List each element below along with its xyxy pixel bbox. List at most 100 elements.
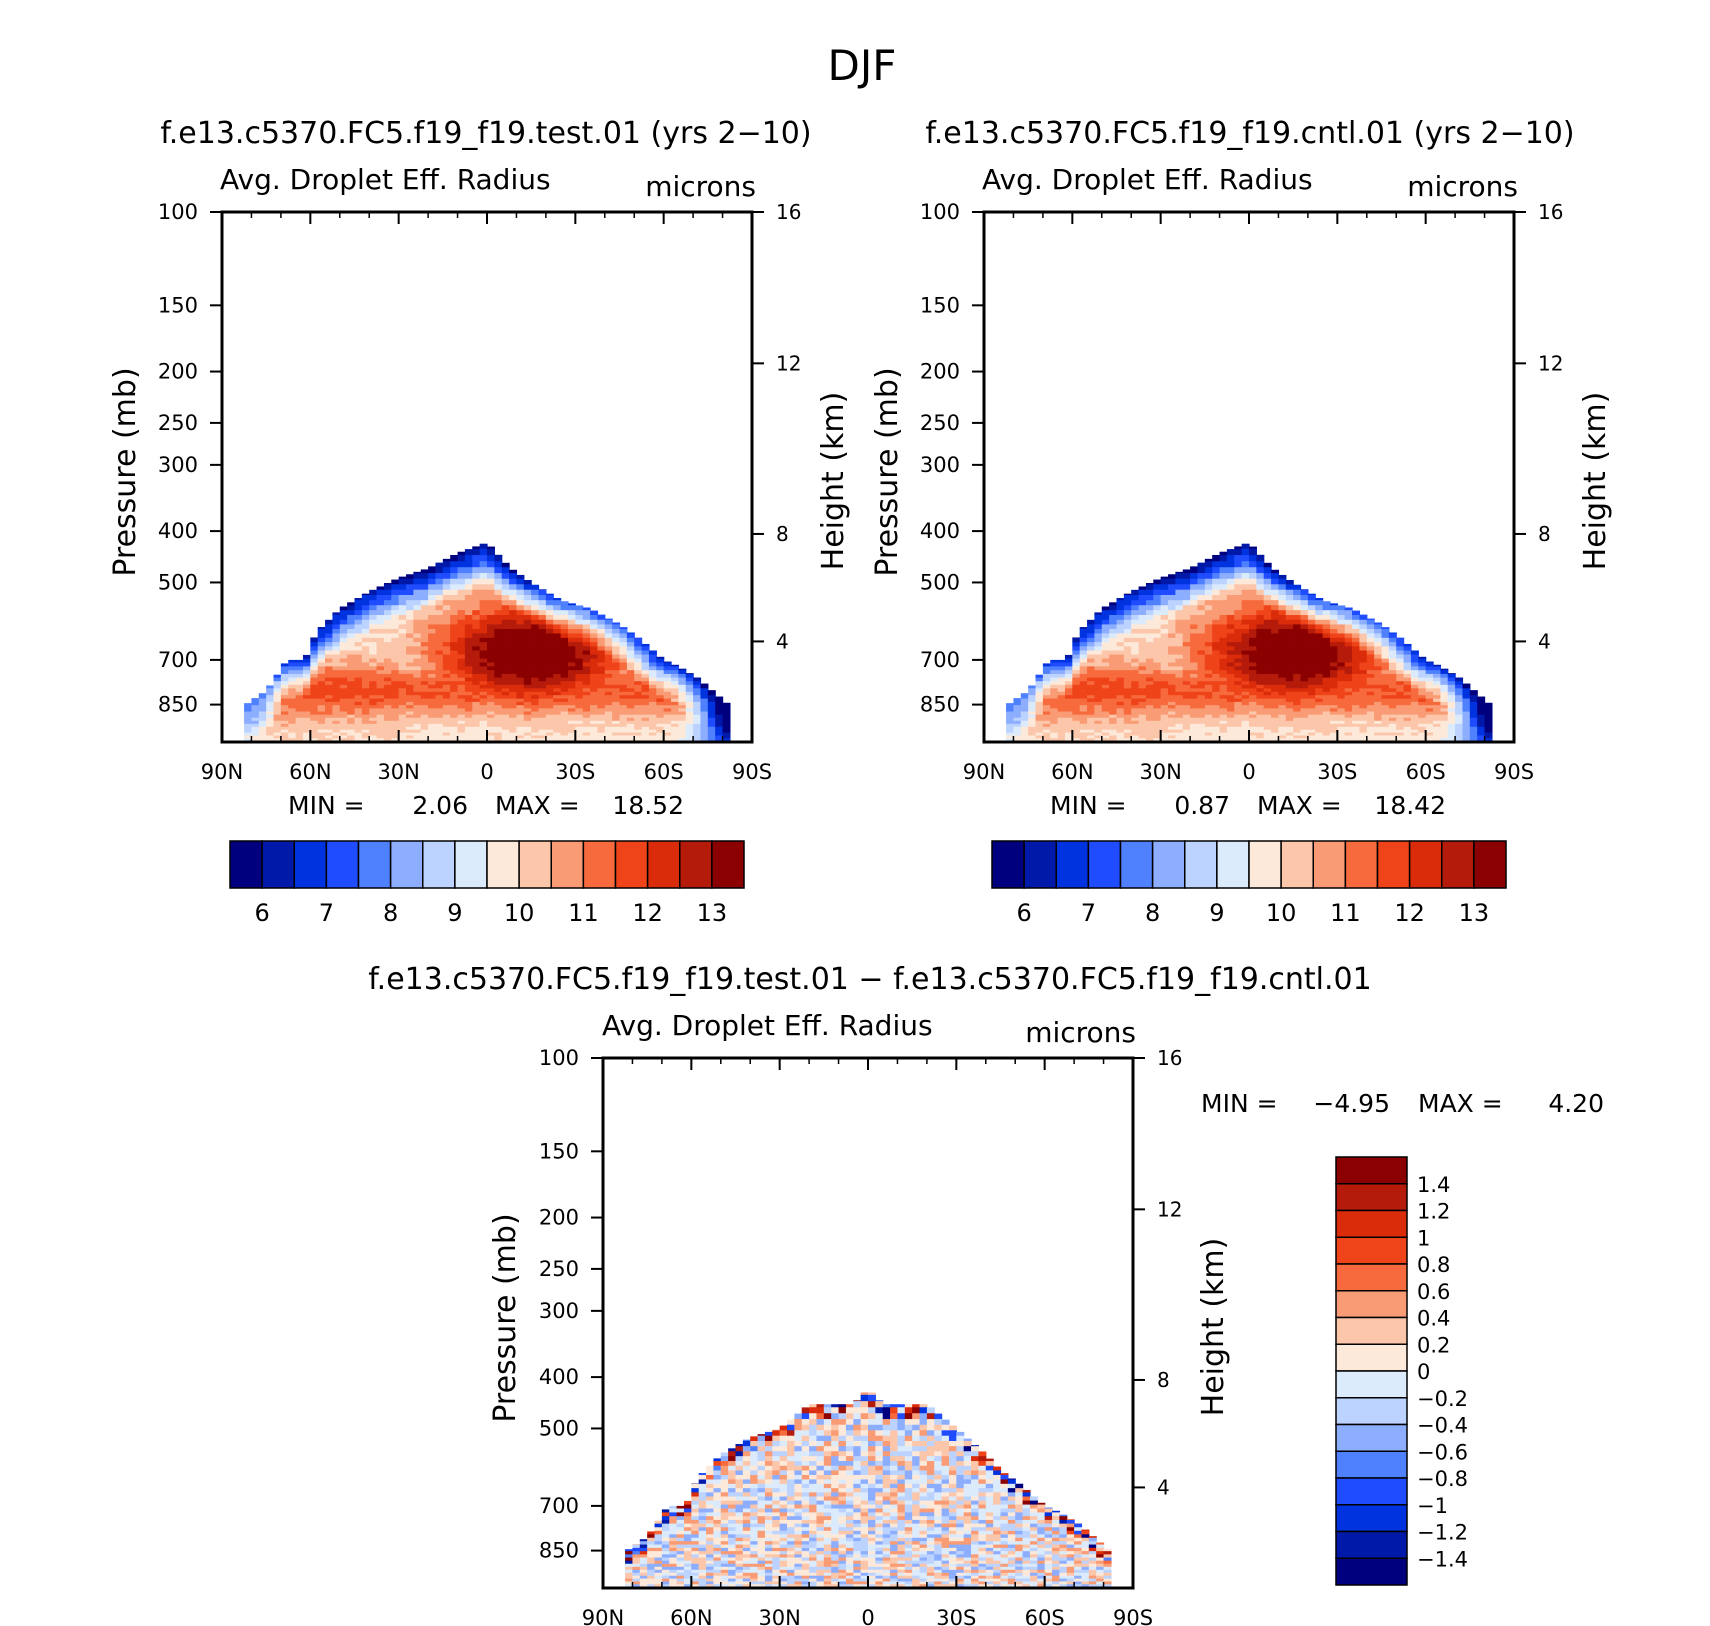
field-cell bbox=[1366, 658, 1375, 664]
y-tick-label: 500 bbox=[158, 570, 198, 594]
field-cell bbox=[1006, 705, 1015, 709]
field-cell bbox=[1315, 670, 1324, 675]
field-cell bbox=[1329, 605, 1338, 611]
field-cell bbox=[567, 705, 576, 709]
field-cell bbox=[317, 642, 326, 647]
field-cell bbox=[361, 729, 370, 734]
field-cell bbox=[590, 624, 599, 630]
field-cell bbox=[1256, 654, 1265, 660]
field-cell bbox=[545, 717, 554, 722]
field-cell bbox=[435, 666, 444, 671]
field-cell bbox=[1109, 714, 1118, 719]
field-cell bbox=[494, 637, 503, 643]
field-cell bbox=[582, 729, 591, 734]
field-cell bbox=[1322, 605, 1331, 611]
field-cell bbox=[516, 738, 525, 742]
field-cell bbox=[288, 688, 297, 693]
field-cell bbox=[428, 578, 437, 585]
field-cell bbox=[1101, 646, 1110, 652]
field-cell bbox=[1094, 714, 1103, 719]
field-cell bbox=[288, 735, 297, 739]
field-cell bbox=[1190, 619, 1199, 626]
field-cell bbox=[442, 589, 451, 596]
field-cell bbox=[1359, 711, 1368, 716]
field-cell bbox=[693, 698, 702, 703]
field-cell bbox=[516, 688, 525, 693]
field-cell bbox=[1425, 662, 1434, 667]
field-cell bbox=[1168, 646, 1176, 652]
y2-tick-label: 16 bbox=[1538, 200, 1563, 224]
field-cell bbox=[1263, 705, 1272, 709]
field-cell bbox=[280, 732, 289, 737]
field-cell bbox=[383, 738, 392, 742]
field-cell bbox=[1160, 658, 1169, 664]
field-cell bbox=[538, 594, 547, 601]
field-cell bbox=[1212, 646, 1221, 652]
field-cell bbox=[671, 717, 679, 722]
field-cell bbox=[1300, 691, 1309, 696]
field-cell bbox=[1197, 562, 1206, 568]
field-cell bbox=[472, 732, 481, 737]
field-cell bbox=[1087, 738, 1096, 742]
field-cell bbox=[1381, 681, 1390, 686]
field-cell bbox=[347, 714, 356, 719]
field-cell bbox=[1300, 600, 1309, 606]
field-cell bbox=[567, 662, 576, 667]
field-cell bbox=[1175, 578, 1184, 585]
field-cell bbox=[1315, 677, 1324, 682]
field-cell bbox=[1388, 732, 1397, 737]
field-cell bbox=[1101, 633, 1110, 639]
field-cell bbox=[383, 729, 392, 734]
field-cell bbox=[1366, 642, 1375, 647]
field-cell bbox=[1131, 720, 1140, 725]
field-cell bbox=[604, 637, 613, 643]
field-cell bbox=[376, 666, 385, 671]
field-cell bbox=[442, 642, 451, 647]
field-cell bbox=[1094, 615, 1103, 621]
field-cell bbox=[361, 593, 370, 596]
field-cell bbox=[1182, 708, 1191, 713]
field-cell bbox=[678, 735, 687, 739]
field-cell bbox=[1116, 670, 1125, 675]
field-cell bbox=[332, 673, 341, 679]
field-cell bbox=[647, 1547, 656, 1552]
field-cell bbox=[1219, 695, 1228, 700]
field-cell bbox=[280, 670, 289, 675]
field-cell bbox=[1138, 628, 1147, 635]
field-cell bbox=[1484, 735, 1493, 739]
panel-difference: f.e13.c5370.FC5.f19_f19.test.01 − f.e13.… bbox=[368, 962, 1604, 1626]
field-cell bbox=[391, 681, 400, 686]
field-cell bbox=[1403, 711, 1412, 716]
field-cell bbox=[604, 726, 613, 731]
field-cell bbox=[1190, 681, 1199, 686]
field-cell bbox=[1175, 711, 1184, 716]
field-cell bbox=[1263, 701, 1272, 706]
field-cell bbox=[1131, 654, 1140, 660]
field-cell bbox=[1197, 720, 1206, 725]
field-cell bbox=[1079, 654, 1088, 660]
field-cell bbox=[509, 691, 518, 696]
field-cell bbox=[1447, 711, 1456, 716]
field-cell bbox=[663, 691, 672, 696]
field-cell bbox=[1094, 646, 1103, 652]
field-cell bbox=[435, 662, 444, 667]
field-cell bbox=[1337, 670, 1346, 675]
field-cell bbox=[1381, 650, 1390, 656]
field-cell bbox=[1241, 654, 1250, 660]
field-cell bbox=[420, 633, 429, 639]
field-cell bbox=[1138, 729, 1147, 734]
field-cell bbox=[391, 666, 400, 671]
field-cell bbox=[523, 589, 532, 596]
field-cell bbox=[258, 695, 267, 700]
field-cell bbox=[457, 705, 466, 709]
field-cell bbox=[1212, 723, 1221, 728]
field-cell bbox=[1175, 666, 1184, 671]
field-cell bbox=[1447, 681, 1456, 686]
field-cell bbox=[317, 628, 326, 635]
field-cell bbox=[1116, 701, 1125, 706]
field-cell bbox=[1087, 654, 1096, 660]
field-cell bbox=[310, 735, 319, 739]
field-cell bbox=[435, 633, 444, 639]
field-cell bbox=[302, 705, 311, 709]
field-cell bbox=[494, 695, 503, 700]
